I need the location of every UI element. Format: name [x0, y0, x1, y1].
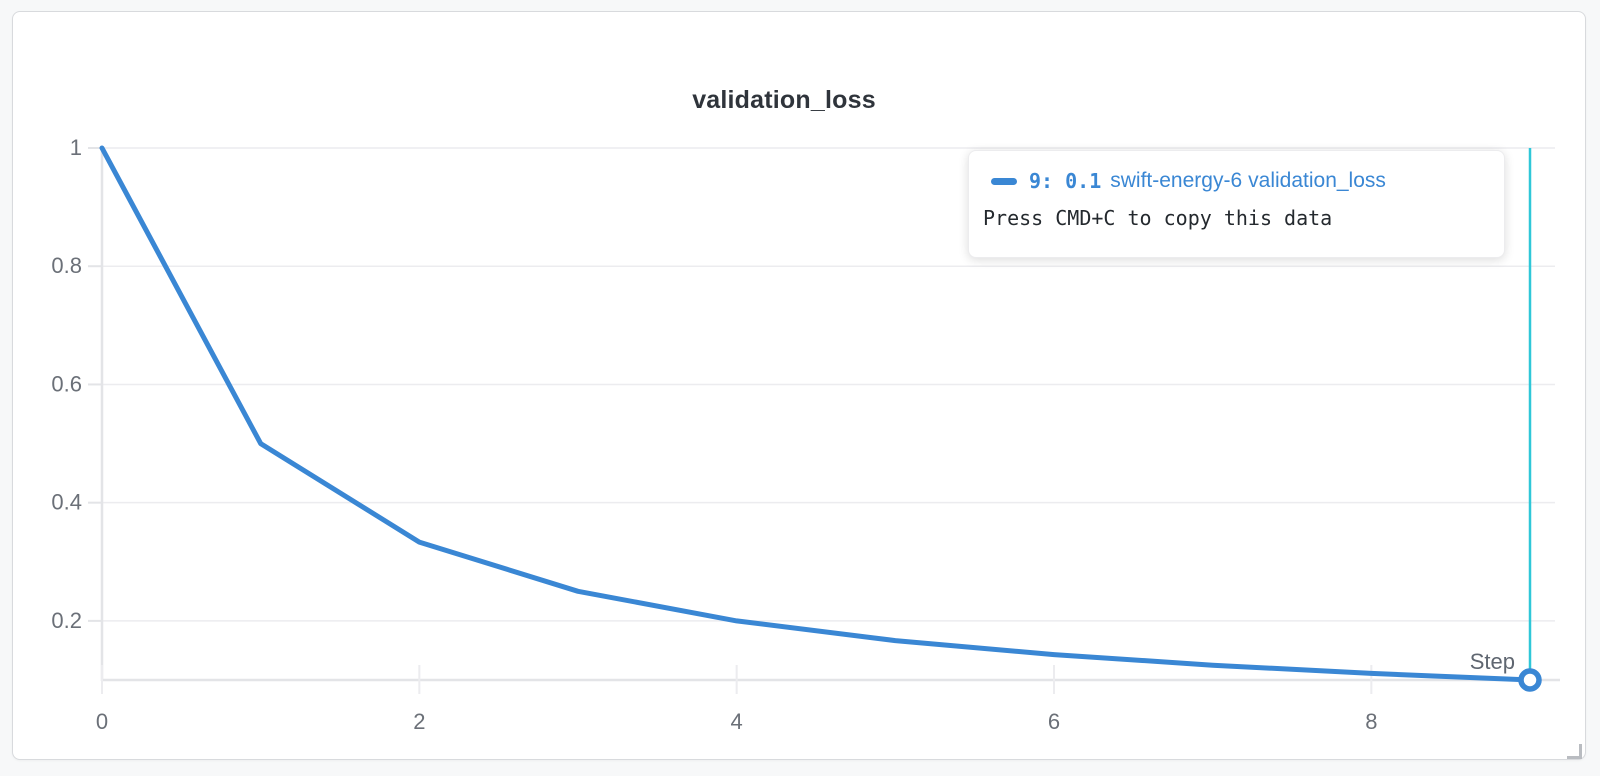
- chart-title: validation_loss: [692, 86, 876, 114]
- y-axis-ticks: 1 0.8 0.6 0.4 0.2: [51, 135, 103, 633]
- tooltip-copy-hint: Press CMD+C to copy this data: [983, 206, 1333, 230]
- y-tick-label: 0.2: [51, 608, 82, 633]
- tooltip-metric-name: validation_loss: [1248, 169, 1386, 192]
- tooltip-run-name: swift-energy-6: [1110, 169, 1243, 192]
- axes: [100, 148, 1560, 682]
- gridlines: [102, 147, 1555, 622]
- x-tick-label: 8: [1365, 709, 1377, 734]
- panel-card[interactable]: [12, 11, 1586, 760]
- series-color-dash-icon: [991, 177, 1017, 185]
- x-tick-label: 6: [1048, 709, 1060, 734]
- x-tick-label: 2: [413, 709, 425, 734]
- y-tick-label: 0.6: [51, 371, 82, 396]
- y-tick-label: 0.4: [51, 490, 82, 515]
- panel-resize-handle-icon[interactable]: [1567, 744, 1582, 759]
- x-axis-ticks: 0 2 4 6 8: [96, 665, 1377, 734]
- x-tick-label: 0: [96, 709, 108, 734]
- y-tick-label: 1: [70, 135, 82, 160]
- y-tick-label: 0.8: [51, 253, 82, 278]
- tooltip-legend-row: 9: 0.1 swift-energy-6 validation_loss: [991, 167, 1486, 195]
- chart-hover-tooltip: 9: 0.1 swift-energy-6 validation_loss Pr…: [968, 150, 1505, 258]
- x-axis-label: Step: [1470, 649, 1515, 674]
- x-tick-label: 4: [731, 709, 743, 734]
- series-line: [99, 145, 1533, 683]
- tooltip-step-value: 9: 0.1: [1029, 169, 1102, 193]
- hover-point-marker: [1518, 668, 1542, 692]
